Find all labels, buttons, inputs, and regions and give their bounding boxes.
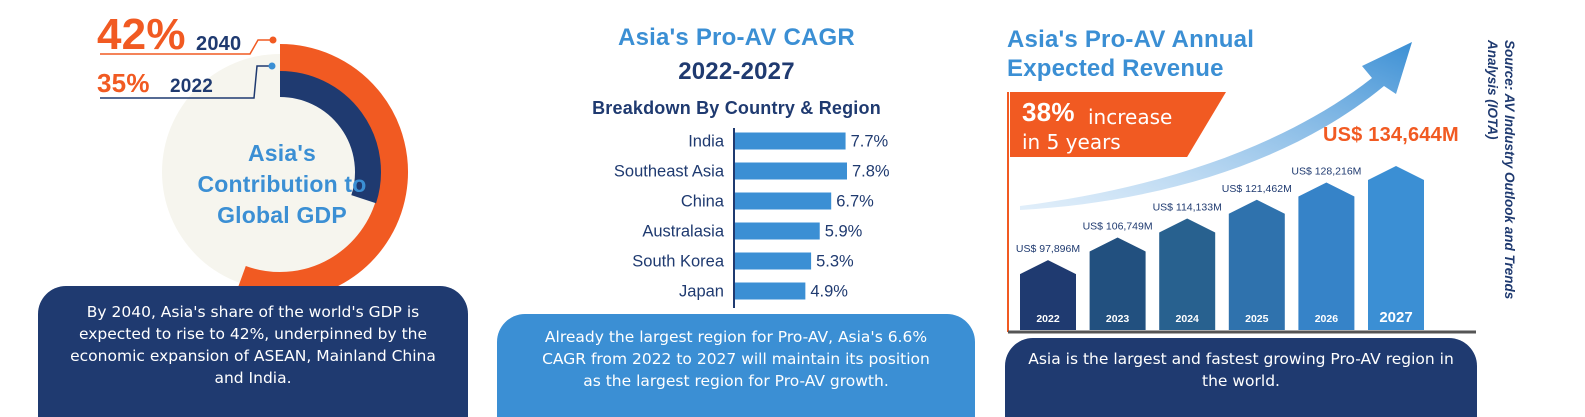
increase-period: in 5 years [1022, 130, 1121, 154]
cagr-bar [735, 192, 832, 210]
cagr-category-label: China [681, 193, 725, 211]
connector-2022 [100, 65, 270, 99]
cagr-subtitle: Breakdown By Country & Region [592, 98, 881, 118]
revenue-2027-label: US$ 134,644M [1323, 124, 1459, 146]
revenue-bar [1368, 166, 1424, 330]
revenue-year-label: 2027 [1379, 309, 1412, 326]
year-2022: 2022 [170, 76, 214, 97]
connector-2040 [100, 39, 272, 55]
gdp-ring-graphic [100, 36, 408, 290]
revenue-bar [1089, 237, 1146, 330]
gdp-title: Asia's Contribution to Global GDP [182, 138, 382, 231]
cagr-bar [735, 252, 812, 270]
gdp-title-line: Contribution to [197, 171, 367, 197]
increase-badge [1010, 92, 1226, 157]
revenue-year-label: 2025 [1245, 313, 1269, 325]
pct-2022: 35% [97, 68, 150, 98]
pct-2040: 42% [97, 10, 186, 59]
revenue-value-label: US$ 121,462M [1222, 183, 1292, 195]
increase-label: increase [1088, 105, 1173, 129]
cagr-period: 2022-2027 [678, 58, 795, 85]
revenue-bar [1020, 260, 1076, 330]
revenue-year-label: 2022 [1036, 313, 1060, 325]
connector-dot-2022 [268, 62, 276, 70]
cagr-value-label: 6.7% [836, 193, 874, 211]
cagr-category-label: Japan [679, 283, 724, 301]
revenue-caption: Asia is the largest and fastest growing … [1005, 338, 1477, 417]
revenue-bar [1228, 199, 1285, 330]
source-note: Source: AV Industry Outlook and Trends A… [1485, 40, 1517, 300]
revenue-title-line2: Expected Revenue [1007, 55, 1224, 82]
cagr-bar [735, 222, 820, 240]
inner-ring-2022 [279, 71, 381, 204]
revenue-year-label: 2023 [1106, 313, 1130, 325]
cagr-title: Asia's Pro-AV CAGR [618, 24, 855, 51]
revenue-value-label: US$ 114,133M [1153, 202, 1222, 214]
year-2040: 2040 [196, 33, 242, 55]
cagr-value-label: 5.3% [816, 253, 854, 271]
cagr-category-label: Australasia [642, 223, 724, 241]
revenue-value-label: US$ 128,216M [1291, 165, 1361, 177]
cagr-bar [735, 282, 806, 300]
outer-ring-2040 [237, 44, 408, 290]
cagr-category-label: South Korea [632, 253, 725, 271]
cagr-value-label: 5.9% [825, 223, 863, 241]
gdp-title-line: Global GDP [217, 202, 347, 228]
revenue-value-label: US$ 97,896M [1016, 243, 1080, 255]
cagr-bar [735, 162, 847, 180]
cagr-category-label: Southeast Asia [614, 163, 725, 181]
connector-dot-2040 [269, 36, 277, 44]
revenue-title-line1: Asia's Pro-AV Annual [1007, 26, 1255, 53]
cagr-caption: Already the largest region for Pro-AV, A… [497, 314, 975, 417]
revenue-value-label: US$ 106,749M [1083, 220, 1153, 232]
cagr-value-label: 7.7% [851, 133, 889, 151]
increase-pct: 38% [1022, 97, 1075, 127]
revenue-year-label: 2026 [1315, 313, 1339, 325]
cagr-value-label: 7.8% [852, 163, 890, 181]
gdp-title-line: Asia's [247, 140, 317, 166]
cagr-bar-chart: India 7.7% Southeast Asia 7.8% China 6.7% Aust… [614, 128, 890, 308]
revenue-bar [1159, 218, 1216, 330]
gdp-caption: By 2040, Asia's share of the world's GDP… [38, 286, 468, 417]
cagr-bar [735, 132, 846, 150]
revenue-bar-chart: 2022 US$ 97,896M 2023 US$ 106,749M 2024 US$ 1… [1007, 42, 1476, 334]
cagr-value-label: 4.9% [810, 283, 848, 301]
cagr-category-label: India [688, 133, 725, 151]
revenue-bar [1298, 182, 1355, 330]
revenue-year-label: 2024 [1176, 313, 1200, 325]
